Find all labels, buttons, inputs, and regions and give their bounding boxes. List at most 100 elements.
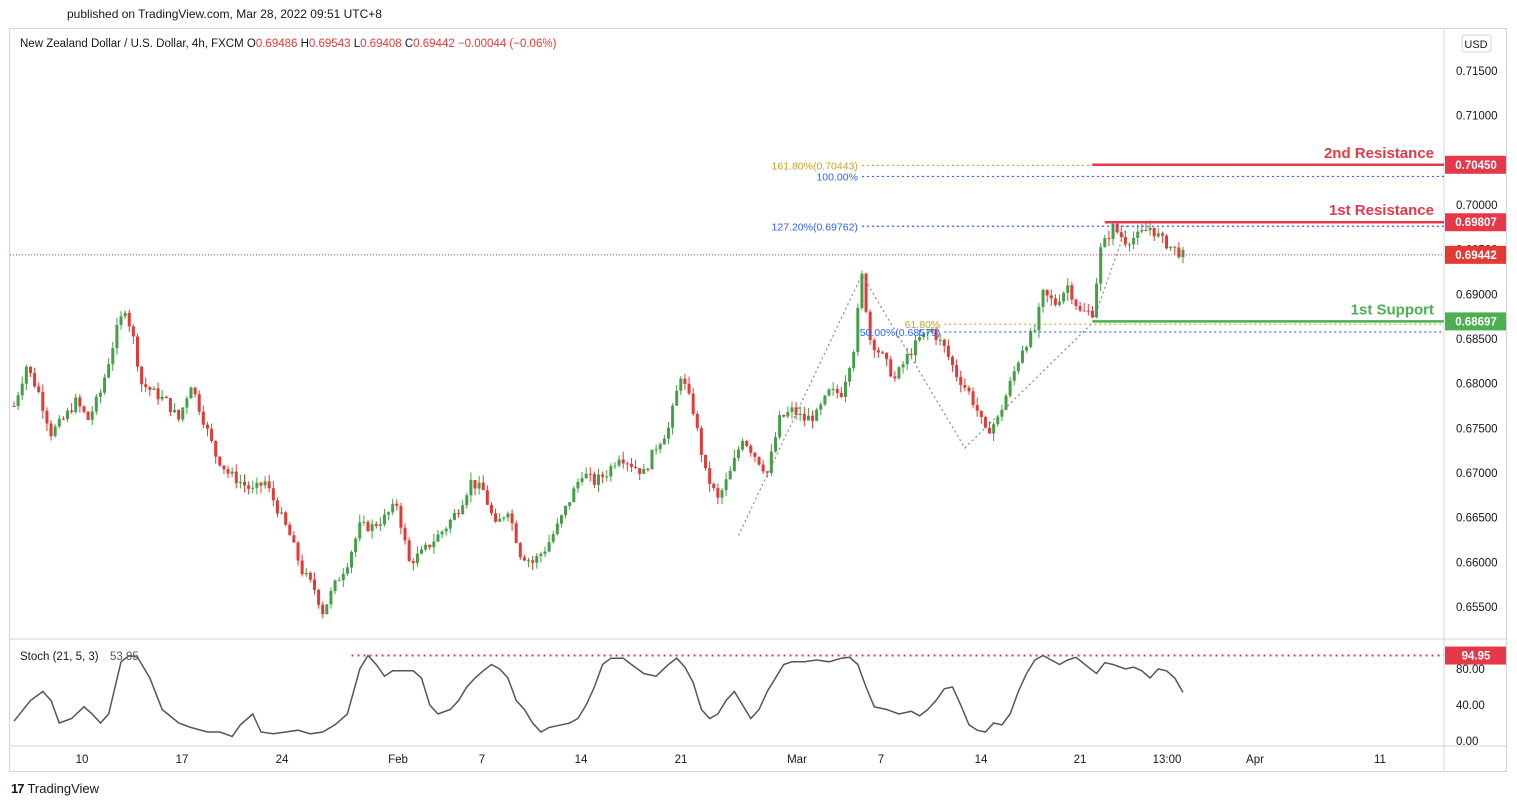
candle-body	[288, 524, 292, 536]
candle-body	[1045, 289, 1049, 296]
candle-body	[1132, 237, 1136, 245]
fib-level-label: 161.80%(0.70443)	[772, 160, 858, 172]
candle-body	[1156, 233, 1160, 237]
candle-body	[802, 413, 806, 421]
price-tick-label: 0.69000	[1456, 289, 1498, 301]
candle-body	[399, 506, 403, 528]
candle-body	[366, 521, 370, 532]
candle-body	[292, 535, 296, 543]
candle-body	[160, 396, 164, 400]
price-level-tag-label: 0.70450	[1455, 160, 1497, 172]
candle-body	[634, 466, 638, 469]
candle-body	[222, 465, 226, 470]
candle-body	[263, 481, 267, 486]
candle-body	[1148, 227, 1152, 231]
candle-body	[658, 444, 662, 450]
candle-body	[564, 505, 568, 516]
candle-body	[794, 407, 798, 416]
legend-part: 0.69408	[360, 38, 405, 50]
candle-body	[852, 352, 856, 369]
candle-body	[909, 354, 913, 356]
candle-body	[477, 482, 481, 489]
candle-body	[115, 325, 119, 349]
candle-body	[889, 359, 893, 377]
candle-body	[720, 490, 724, 498]
candle-body	[786, 411, 790, 417]
candle-body	[1070, 285, 1074, 300]
price-level-tag-label: 0.69807	[1455, 217, 1497, 229]
harmonic-zigzag	[737, 218, 1131, 536]
candle-body	[321, 604, 325, 615]
candle-body	[983, 417, 987, 428]
candle-body	[514, 523, 518, 543]
candle-body	[325, 604, 329, 615]
candle-body	[963, 384, 967, 388]
fib-level-label: 127.20%(0.69762)	[772, 221, 858, 233]
candle-body	[979, 410, 983, 418]
candle-body	[708, 468, 712, 484]
candle-body	[901, 364, 905, 368]
candle-body	[527, 560, 531, 562]
price-tick-label: 0.66500	[1456, 513, 1498, 525]
legend-part: New Zealand Dollar / U.S. Dollar, 4h, FX…	[20, 38, 247, 50]
candle-body	[489, 504, 493, 514]
candle-body	[539, 553, 543, 557]
candle-body	[531, 560, 535, 563]
price-level-tag	[1445, 213, 1506, 232]
time-tick-label: 7	[878, 754, 884, 766]
candle-body	[498, 518, 502, 522]
candle-body	[481, 482, 485, 491]
candle-body	[918, 337, 922, 341]
price-tick-label: 0.71500	[1456, 66, 1498, 78]
candle-body	[304, 572, 308, 575]
candle-body	[679, 378, 683, 391]
candle-body	[485, 490, 489, 505]
candle-body	[177, 409, 181, 420]
fib-level-label: 100.00%	[816, 171, 857, 183]
candle-body	[798, 413, 802, 416]
price-chart[interactable]: 0.715000.710000.705000.700000.695000.690…	[10, 29, 1506, 771]
candle-body	[333, 580, 337, 592]
candle-body	[436, 534, 440, 542]
candle-body	[712, 483, 716, 489]
price-level-name: 1st Support	[1351, 301, 1434, 318]
candle-body	[1090, 310, 1094, 318]
candle-body	[860, 273, 864, 308]
candle-body	[98, 392, 102, 397]
candle-body	[506, 513, 510, 518]
candle-body	[823, 395, 827, 405]
legend-part: 0.69543	[309, 38, 354, 50]
candle-body	[135, 336, 139, 367]
candle-body	[885, 352, 889, 360]
candle-body	[308, 572, 312, 580]
candle-body	[559, 515, 563, 524]
candle-body	[428, 544, 432, 548]
candle-body	[893, 376, 897, 379]
candle-body	[934, 329, 938, 340]
legend-part: 0.69442	[413, 38, 458, 50]
symbol-legend: New Zealand Dollar / U.S. Dollar, 4h, FX…	[20, 38, 557, 50]
candle-body	[1041, 289, 1045, 307]
candle-body	[864, 273, 868, 312]
candle-body	[1058, 301, 1062, 305]
candle-body	[86, 411, 90, 420]
candle-body	[267, 481, 271, 489]
stoch-level-label: 94.95	[1462, 651, 1491, 663]
candle-body	[1029, 331, 1033, 348]
price-level-tag-label: 0.68697	[1455, 316, 1497, 328]
candle-body	[555, 523, 559, 535]
fib-level-label: 61.80%	[905, 319, 941, 331]
price-tick-label: 0.68000	[1456, 379, 1498, 391]
candle-body	[732, 458, 736, 471]
candle-body	[247, 485, 251, 489]
candle-body	[111, 348, 115, 365]
candle-body	[107, 364, 111, 378]
candle-body	[234, 471, 238, 484]
candle-body	[205, 424, 209, 429]
candle-body	[950, 356, 954, 366]
candle-body	[547, 541, 551, 552]
candle-body	[1169, 246, 1173, 249]
time-tick-label: 21	[675, 754, 688, 766]
candle-body	[1033, 330, 1037, 332]
candle-body	[1062, 292, 1066, 302]
